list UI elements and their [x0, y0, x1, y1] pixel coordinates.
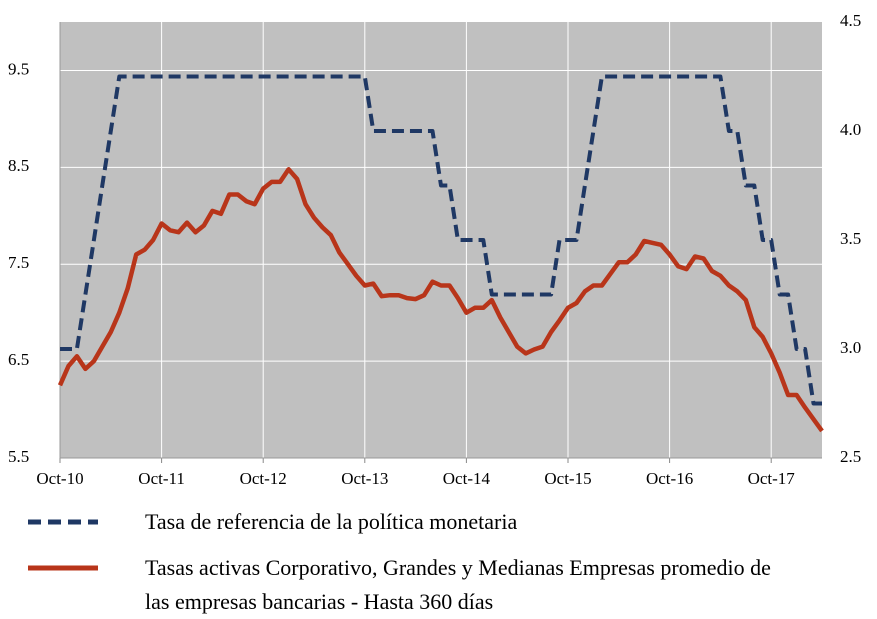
series-line	[60, 74, 822, 406]
y-tick-label: 8.5	[8, 156, 29, 175]
y-tick-label: 9.5	[8, 59, 29, 78]
y2-tick-label: 3.5	[840, 229, 861, 248]
y2-tick-label: 4.0	[840, 120, 861, 139]
x-tick-label: Oct-13	[341, 469, 388, 488]
legend-swatch	[28, 519, 98, 525]
y-tick-label: 6.5	[8, 350, 29, 369]
plot-area	[60, 22, 822, 458]
x-tick-label: Oct-11	[138, 469, 185, 488]
series-line	[57, 167, 824, 433]
x-tick-label: Oct-12	[240, 469, 287, 488]
x-tick-label: Oct-10	[36, 469, 83, 488]
y-tick-label: 5.5	[8, 447, 29, 466]
x-tick-label: Oct-15	[544, 469, 591, 488]
legend-label: Tasa de referencia de la política moneta…	[145, 509, 518, 534]
y2-tick-label: 3.0	[840, 338, 861, 357]
y-tick-label: 7.5	[8, 253, 29, 272]
y2-tick-label: 2.5	[840, 447, 861, 466]
y2-tick-label: 4.5	[840, 11, 861, 30]
x-tick-label: Oct-14	[443, 469, 491, 488]
chart: 5.5 6.5 7.5 8.5 9.5 2.5 3.0 3.5 4.0 4.5 Oct-10 Oct-…	[8, 11, 861, 488]
legend-swatch	[28, 565, 98, 571]
x-tick-label: Oct-17	[748, 469, 796, 488]
x-tick-label: Oct-16	[646, 469, 693, 488]
